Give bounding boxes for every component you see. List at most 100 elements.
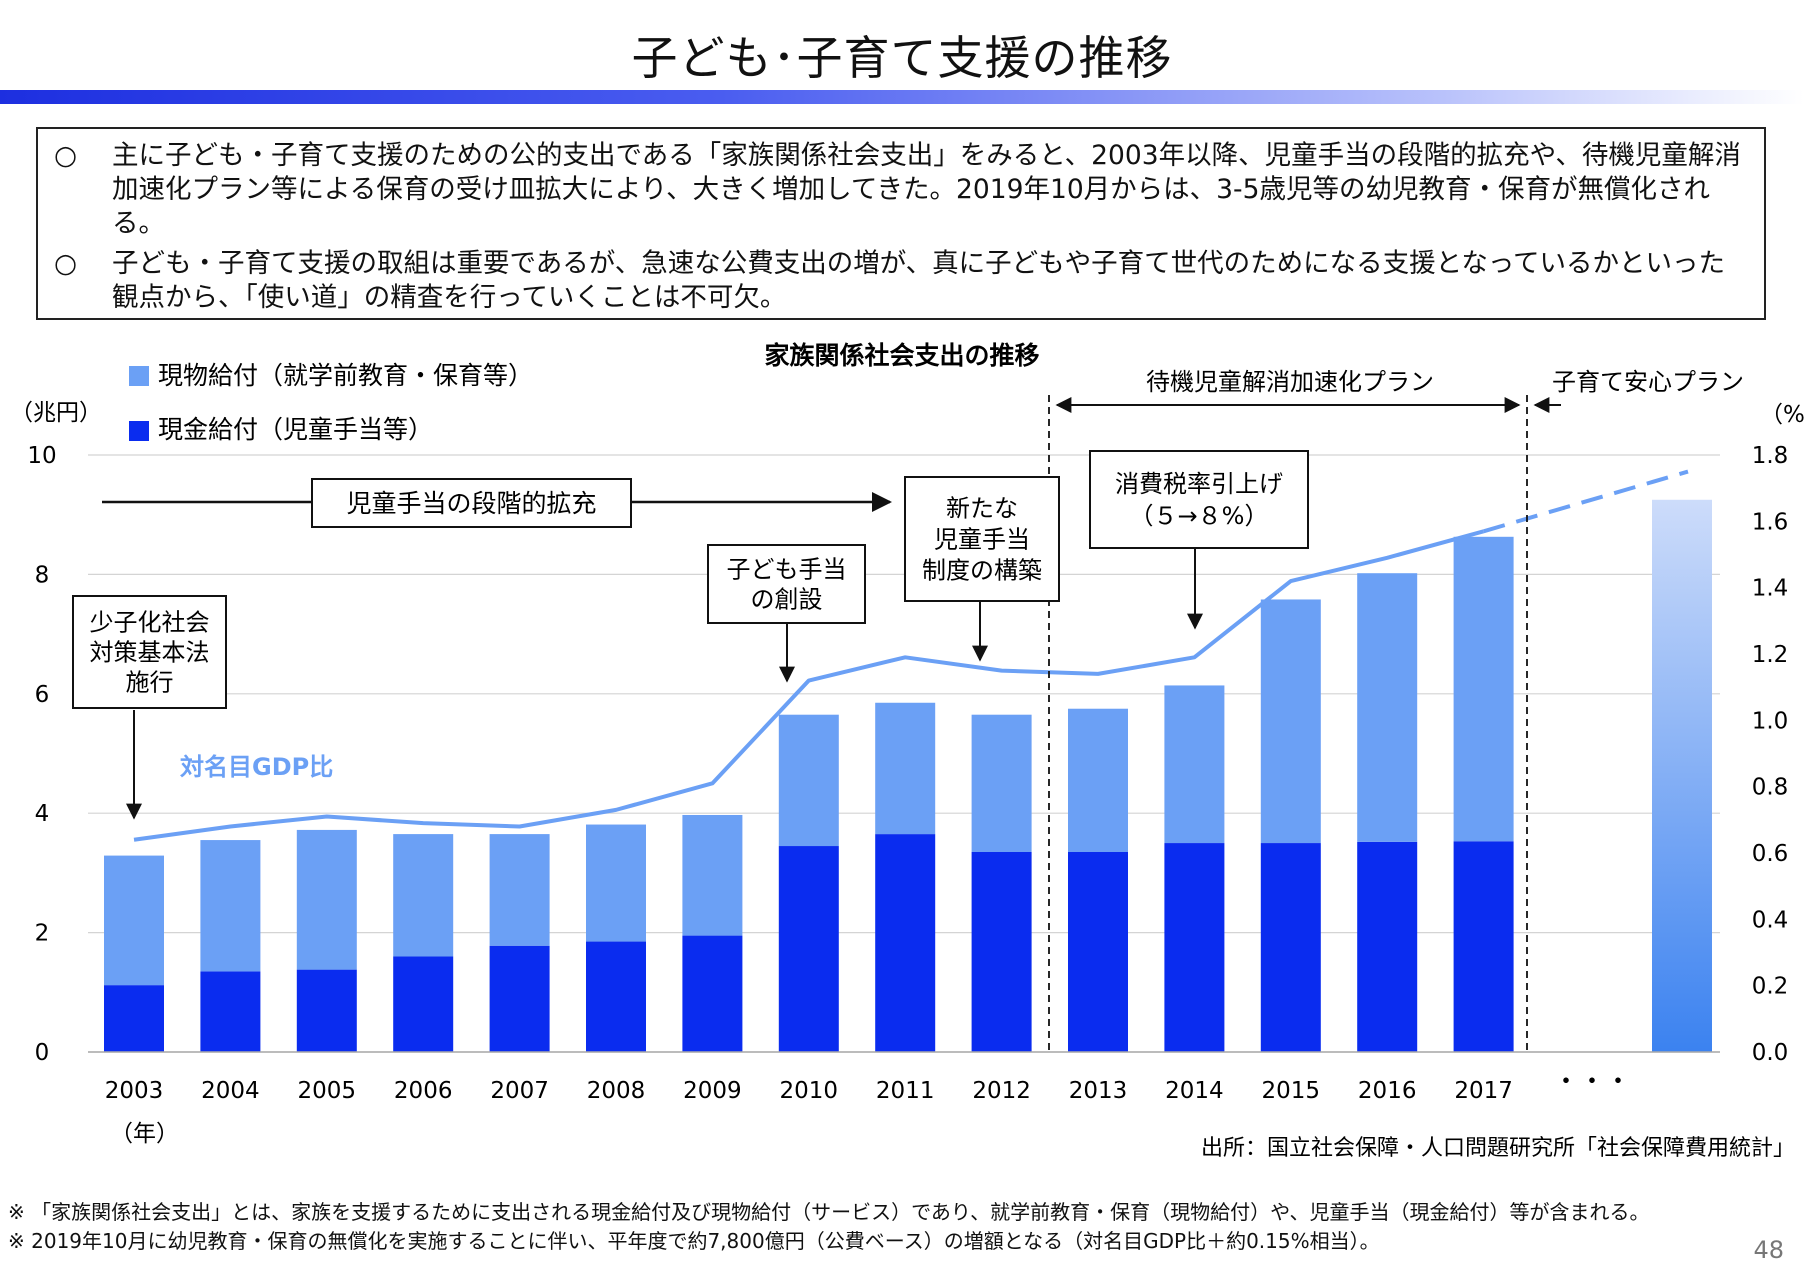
right-axis-tick-label: 0.2 xyxy=(1752,974,1789,1000)
left-axis-unit: （兆円） xyxy=(10,400,102,426)
bar-cash-benefit xyxy=(586,941,646,1052)
bar-in-kind-benefit xyxy=(200,840,261,972)
left-axis-tick-label: 2 xyxy=(35,921,50,947)
bar-in-kind-benefit xyxy=(1357,573,1418,842)
x-axis-year-label: 2004 xyxy=(201,1078,260,1104)
x-axis-year-label: 2011 xyxy=(876,1078,935,1104)
bar-cash-benefit xyxy=(296,969,357,1052)
footnote: ※ 「家族関係社会支出」とは、家族を支援するために支出される現金給付及び現物給付… xyxy=(8,1200,1650,1224)
circle-bullet-icon: ○ xyxy=(54,248,78,279)
bar-future-projection xyxy=(1652,499,1712,1052)
annotation-child-allowance-text: の創設 xyxy=(751,586,823,614)
gdp-ratio-projection-line xyxy=(1483,469,1689,534)
x-axis-unit: （年） xyxy=(110,1121,179,1147)
annotation-allowance-expansion-text: 児童手当の段階的拡充 xyxy=(346,489,596,518)
bar-in-kind-benefit xyxy=(393,834,454,957)
footnote: ※ 2019年10月に幼児教育・保育の無償化を実施することに伴い、平年度で約7,… xyxy=(8,1229,1380,1253)
bar-cash-benefit xyxy=(104,985,164,1052)
x-axis-year-label: 2012 xyxy=(972,1078,1031,1104)
bar-in-kind-benefit xyxy=(682,814,743,936)
x-axis-year-label: 2009 xyxy=(683,1078,742,1104)
ratio-line-label: 対名目GDP比 xyxy=(180,753,333,781)
right-axis-tick-label: 0.0 xyxy=(1752,1040,1789,1066)
bar-in-kind-benefit xyxy=(1068,708,1128,853)
right-axis-tick-label: 0.8 xyxy=(1752,775,1789,801)
bar-cash-benefit xyxy=(393,956,454,1052)
annotation-new-allowance-system-text: 制度の構築 xyxy=(922,557,1042,585)
period-label-childcare-plan: 子育て安心プラン xyxy=(1552,368,1744,396)
right-axis-unit: （%） xyxy=(1760,402,1804,428)
right-axis-tick-label: 1.0 xyxy=(1752,708,1789,734)
chart-title: 家族関係社会支出の推移 xyxy=(764,341,1039,370)
bar-cash-benefit xyxy=(1453,841,1514,1052)
bar-cash-benefit xyxy=(489,945,550,1052)
bar-cash-benefit xyxy=(1357,841,1418,1052)
period-label-waiting-list-plan: 待機児童解消加速化プラン xyxy=(1146,368,1434,396)
annotation-basic-law-text: 少子化社会 xyxy=(90,609,210,637)
footnotes: ※ 「家族関係社会支出」とは、家族を支援するために支出される現金給付及び現物給付… xyxy=(8,1198,1748,1256)
title-underline-bar xyxy=(0,90,1804,104)
annotation-child-allowance-box xyxy=(707,544,866,624)
annotation-basic-law-box xyxy=(72,595,227,709)
bar-in-kind-benefit xyxy=(1260,599,1321,844)
right-axis-tick-label: 0.4 xyxy=(1752,907,1789,933)
bar-cash-benefit xyxy=(1164,843,1225,1052)
left-axis-tick-label: 6 xyxy=(35,682,50,708)
annotation-consumption-tax-box xyxy=(1089,450,1309,549)
left-axis-tick-label: 10 xyxy=(27,443,56,469)
annotation-new-allowance-system-text: 新たな xyxy=(946,495,1018,523)
bar-cash-benefit xyxy=(875,834,936,1052)
summary-item: ○ 主に子ども・子育て支援のための公的支出である「家族関係社会支出」をみると、2… xyxy=(54,139,1748,241)
legend-label-in-kind: 現物給付（就学前教育・保育等） xyxy=(158,361,533,390)
right-axis-tick-label: 1.6 xyxy=(1752,509,1789,535)
bar-cash-benefit xyxy=(971,852,1032,1052)
x-axis-year-label: 2008 xyxy=(587,1078,646,1104)
summary-item: ○ 子ども・子育て支援の取組は重要であるが、急速な公費支出の増が、真に子どもや子… xyxy=(54,247,1748,315)
bar-in-kind-benefit xyxy=(1453,536,1514,842)
bar-cash-benefit xyxy=(1068,852,1128,1052)
bar-in-kind-benefit xyxy=(296,829,357,970)
bar-in-kind-benefit xyxy=(586,824,646,942)
annotation-new-allowance-system-box xyxy=(904,476,1060,602)
circle-bullet-icon: ○ xyxy=(54,140,78,171)
bar-in-kind-benefit xyxy=(778,714,839,847)
annotation-basic-law-text: 施行 xyxy=(126,669,174,697)
bar-cash-benefit xyxy=(1260,843,1321,1052)
page-number: 48 xyxy=(1753,1236,1784,1264)
bar-in-kind-benefit xyxy=(971,714,1032,853)
annotation-consumption-tax-text: 消費税率引上げ xyxy=(1115,470,1283,498)
annotation-allowance-expansion-box xyxy=(311,478,632,528)
x-axis-year-label: 2005 xyxy=(298,1078,357,1104)
x-axis-year-label: 2014 xyxy=(1165,1078,1224,1104)
x-axis-ellipsis: ・・・ xyxy=(1553,1067,1631,1097)
x-axis-year-label: 2010 xyxy=(780,1078,839,1104)
summary-text: 主に子ども・子育て支援のための公的支出である「家族関係社会支出」をみると、200… xyxy=(112,140,1741,239)
annotation-new-allowance-system-text: 児童手当 xyxy=(934,526,1030,554)
left-axis-tick-label: 8 xyxy=(35,562,50,588)
summary-text: 子ども・子育て支援の取組は重要であるが、急速な公費支出の増が、真に子どもや子育て… xyxy=(112,248,1726,313)
family-social-expenditure-chart: 0 2 4 6 8 10 0.0 0.2 0.4 0.6 0.8 1.0 1.2 1.4 1.6 1.8 200… xyxy=(10,341,1804,1161)
right-axis-tick-label: 1.2 xyxy=(1752,642,1789,668)
annotation-child-allowance-text: 子ども手当 xyxy=(727,556,847,584)
bar-in-kind-benefit xyxy=(1164,685,1225,844)
x-axis-year-label: 2017 xyxy=(1454,1078,1513,1104)
x-axis-year-label: 2015 xyxy=(1262,1078,1321,1104)
bar-cash-benefit xyxy=(200,971,261,1052)
bar-in-kind-benefit xyxy=(875,702,936,835)
x-axis-year-label: 2013 xyxy=(1069,1078,1128,1104)
gdp-ratio-line xyxy=(133,529,1485,842)
right-axis-tick-label: 0.6 xyxy=(1752,841,1789,867)
bar-cash-benefit xyxy=(682,935,743,1052)
annotation-basic-law-text: 対策基本法 xyxy=(90,639,210,667)
x-axis-year-label: 2003 xyxy=(105,1078,164,1104)
legend-swatch-in-kind xyxy=(129,366,149,386)
left-axis-tick-label: 4 xyxy=(35,801,50,827)
right-axis-tick-label: 1.8 xyxy=(1752,443,1789,469)
left-axis-tick-label: 0 xyxy=(35,1040,50,1066)
right-axis-tick-label: 1.4 xyxy=(1752,576,1789,602)
legend-swatch-cash xyxy=(129,421,149,441)
summary-box: ○ 主に子ども・子育て支援のための公的支出である「家族関係社会支出」をみると、2… xyxy=(36,127,1766,320)
bar-in-kind-benefit xyxy=(489,834,550,946)
bar-cash-benefit xyxy=(778,846,839,1052)
x-axis-year-label: 2006 xyxy=(394,1078,453,1104)
